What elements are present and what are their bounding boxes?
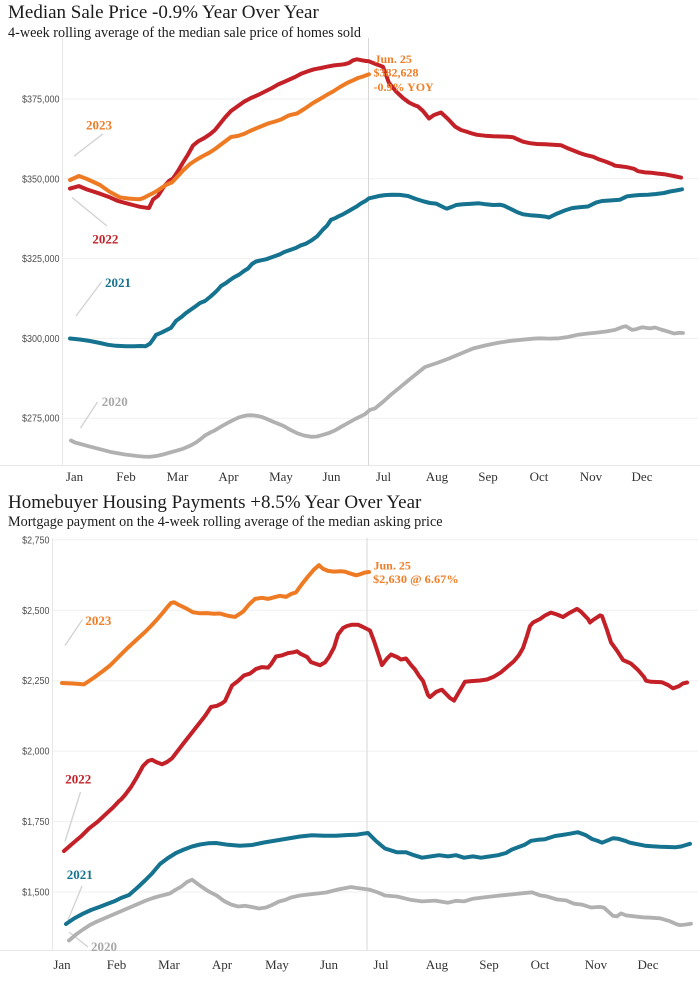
svg-text:$350,000: $350,000 <box>22 174 60 185</box>
svg-text:Oct: Oct <box>531 957 550 972</box>
svg-text:2021: 2021 <box>105 275 131 290</box>
svg-text:Dec: Dec <box>638 957 659 972</box>
svg-text:Feb: Feb <box>107 957 127 972</box>
svg-text:Oct: Oct <box>530 469 549 484</box>
svg-text:Dec: Dec <box>632 469 653 484</box>
svg-text:Aug: Aug <box>426 957 449 972</box>
svg-text:May: May <box>269 469 293 484</box>
svg-text:2020: 2020 <box>91 939 117 954</box>
svg-text:Apr: Apr <box>212 957 233 972</box>
svg-text:2022: 2022 <box>65 772 91 787</box>
svg-text:Mar: Mar <box>167 469 189 484</box>
svg-text:$325,000: $325,000 <box>22 254 60 265</box>
svg-text:$375,000: $375,000 <box>22 95 60 106</box>
svg-text:$382,628: $382,628 <box>374 66 419 80</box>
svg-text:2021: 2021 <box>67 867 93 882</box>
svg-text:Nov: Nov <box>585 957 608 972</box>
svg-text:$2,250: $2,250 <box>22 676 50 687</box>
svg-text:Feb: Feb <box>116 469 136 484</box>
svg-text:$300,000: $300,000 <box>22 334 60 345</box>
svg-text:Jan: Jan <box>66 469 84 484</box>
svg-text:$275,000: $275,000 <box>22 414 60 425</box>
svg-text:2023: 2023 <box>86 117 113 132</box>
svg-text:Sep: Sep <box>479 957 499 972</box>
svg-text:2023: 2023 <box>85 613 112 628</box>
svg-text:Jun: Jun <box>322 469 341 484</box>
svg-text:$1,500: $1,500 <box>22 888 50 899</box>
svg-text:May: May <box>265 957 289 972</box>
svg-text:Jan: Jan <box>53 957 71 972</box>
svg-text:Nov: Nov <box>580 469 603 484</box>
svg-text:Jun. 25: Jun. 25 <box>374 559 411 573</box>
svg-text:Jun: Jun <box>320 957 339 972</box>
svg-text:2022: 2022 <box>92 231 118 246</box>
svg-text:2020: 2020 <box>102 394 128 409</box>
svg-text:Jun. 25: Jun. 25 <box>375 52 412 66</box>
svg-text:$2,750: $2,750 <box>22 535 50 546</box>
svg-text:Jul: Jul <box>373 957 389 972</box>
svg-text:-0.9% YOY: -0.9% YOY <box>374 80 435 94</box>
svg-text:$2,500: $2,500 <box>22 606 50 617</box>
svg-text:$1,750: $1,750 <box>22 817 50 828</box>
svg-text:Jul: Jul <box>376 469 392 484</box>
svg-text:$2,630 @ 6.67%: $2,630 @ 6.67% <box>373 572 459 586</box>
svg-text:Mar: Mar <box>158 957 180 972</box>
svg-text:Apr: Apr <box>218 469 239 484</box>
svg-text:Aug: Aug <box>426 469 449 484</box>
svg-text:Sep: Sep <box>478 469 498 484</box>
svg-text:$2,000: $2,000 <box>22 747 50 758</box>
